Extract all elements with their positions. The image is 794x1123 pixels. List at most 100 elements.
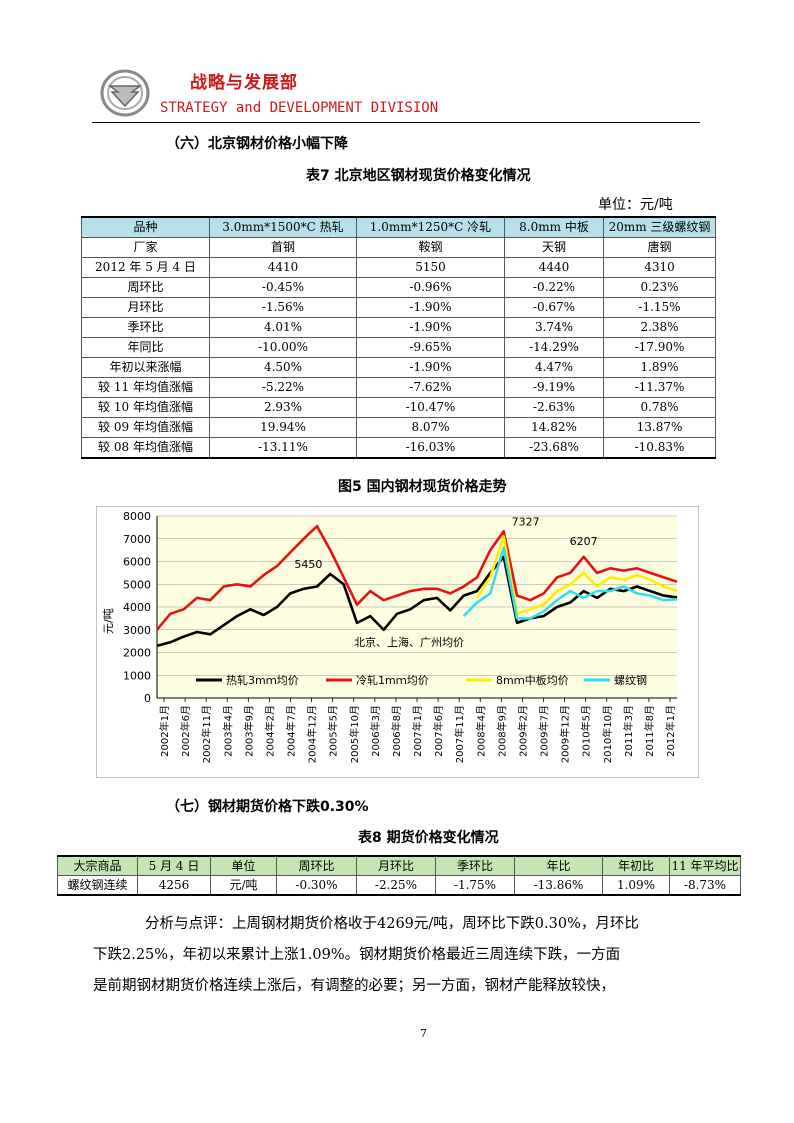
table-cell: -0.67% xyxy=(504,297,604,318)
chart-legend: 热轧3mｍ均价 冷轧1mｍ均价 8mｍ中板均价 螺纹钢 xyxy=(196,673,647,687)
column-header: 周环比 xyxy=(276,855,357,876)
table-cell: 2.38% xyxy=(603,317,716,338)
table-cell: -10.47% xyxy=(356,397,505,418)
table-cell: -1.90% xyxy=(356,297,505,318)
table-cell: 3.74% xyxy=(504,317,604,338)
x-tick-label: 2008年4月 xyxy=(474,705,487,757)
table-cell: 19.94% xyxy=(209,417,357,438)
table-row: 较 10 年均值涨幅 2.93% -10.47% -2.63% 0.78% xyxy=(81,397,716,418)
table-row: 季环比 4.01% -1.90% 3.74% 2.38% xyxy=(81,317,716,338)
table-cell: -8.73% xyxy=(669,875,741,896)
table-cell: 4256 xyxy=(137,875,211,896)
header-divider xyxy=(92,122,700,123)
table-cell: 唐钢 xyxy=(603,237,716,258)
x-tick-label: 2007年1月 xyxy=(411,705,424,757)
column-header: 大宗商品 xyxy=(57,855,138,876)
table-row: 较 08 年均值涨幅 -13.11% -16.03% -23.68% -10.83% xyxy=(81,437,716,459)
table7-header-row: 品种 3.0mm*1500*C 热轧 1.0mm*1250*C 冷轧 8.0mm 中板… xyxy=(81,216,716,238)
table-cell: 较 11 年均值涨幅 xyxy=(81,377,210,398)
table-cell: 0.78% xyxy=(603,397,716,418)
table-row: 年同比 -10.00% -9.65% -14.29% -17.90% xyxy=(81,337,716,358)
table-cell: 2012 年 5 月 4 日 xyxy=(81,257,210,278)
series-line-2 xyxy=(475,535,678,616)
table-cell: 0.23% xyxy=(603,277,716,298)
series-line-3 xyxy=(462,546,678,620)
column-header: 单位 xyxy=(210,855,277,876)
department-name-cn: 战略与发展部 xyxy=(190,73,298,93)
y-tick-label: 7000 xyxy=(123,533,151,546)
column-header: 年比 xyxy=(514,855,603,876)
table-cell: -0.30% xyxy=(276,875,357,896)
table-cell: 天钢 xyxy=(504,237,604,258)
point-label: 7327 xyxy=(512,515,540,528)
table-cell: 螺纹钢连续 xyxy=(57,875,138,896)
x-tick-label: 2009年7月 xyxy=(538,705,551,757)
table-cell: -0.45% xyxy=(209,277,357,298)
point-label: 5450 xyxy=(294,558,322,571)
x-tick-label: 2011年3月 xyxy=(622,705,635,757)
table-row: 月环比 -1.56% -1.90% -0.67% -1.15% xyxy=(81,297,716,318)
table-row: 螺纹钢连续 4256 元/吨 -0.30% -2.25% -1.75% -13.86% 1.0… xyxy=(57,875,741,896)
chart-series-lines xyxy=(156,524,678,647)
x-tick-label: 2012年1月 xyxy=(664,705,677,757)
figure-5-caption: 图5 国内钢材现货价格走势 xyxy=(338,479,507,495)
table-cell: 14.82% xyxy=(504,417,604,438)
table-cell: -5.22% xyxy=(209,377,357,398)
table-7-caption: 表7 北京地区钢材现货价格变化情况 xyxy=(306,168,531,184)
column-header: 季环比 xyxy=(435,855,515,876)
department-name-en: STRATEGY and DEVELOPMENT DIVISION xyxy=(160,100,439,116)
x-tick-label: 2002年11月 xyxy=(200,705,213,763)
table-row: 周环比 -0.45% -0.96% -0.22% 0.23% xyxy=(81,277,716,298)
table-cell: 元/吨 xyxy=(210,875,277,896)
x-tick-label: 2002年1月 xyxy=(158,705,171,757)
legend-label: 冷轧1mｍ均价 xyxy=(356,673,429,687)
table-row: 2012 年 5 月 4 日 4410 5150 4440 4310 xyxy=(81,257,716,278)
x-tick-label: 2004年2月 xyxy=(263,705,276,757)
table-cell: 年同比 xyxy=(81,337,210,358)
table-cell: -1.15% xyxy=(603,297,716,318)
x-tick-label: 2009年12月 xyxy=(559,705,572,763)
section-6-title: （六）北京钢材价格小幅下降 xyxy=(166,136,348,152)
table-cell: -1.90% xyxy=(356,317,505,338)
chart-x-axis: 2002年1月 2002年6月 2002年11月 2003年4月 2003年9月 2004… xyxy=(158,698,677,763)
table-row: 年初以来涨幅 4.50% -1.90% 4.47% 1.89% xyxy=(81,357,716,378)
table-cell: -1.75% xyxy=(435,875,515,896)
y-tick-label: 5000 xyxy=(123,578,151,591)
table-cell: 4410 xyxy=(209,257,357,278)
table-cell: -2.63% xyxy=(504,397,604,418)
legend-label: 螺纹钢 xyxy=(614,673,647,687)
legend-label: 8mｍ中板均价 xyxy=(496,673,569,687)
table-cell: -17.90% xyxy=(603,337,716,358)
table-cell: 季环比 xyxy=(81,317,210,338)
point-label: 4707 xyxy=(379,506,407,509)
table-cell: 1.09% xyxy=(602,875,670,896)
table-cell: -7.62% xyxy=(356,377,505,398)
table-cell: 4310 xyxy=(603,257,716,278)
x-tick-label: 2010年10月 xyxy=(601,705,614,763)
x-tick-label: 2009年2月 xyxy=(516,705,529,757)
x-tick-label: 2002年6月 xyxy=(179,705,192,757)
table-cell: 4.47% xyxy=(504,357,604,378)
table-cell: -0.22% xyxy=(504,277,604,298)
table-cell: -0.96% xyxy=(356,277,505,298)
x-tick-label: 2005年10月 xyxy=(348,705,361,763)
y-tick-label: 2000 xyxy=(123,647,151,660)
table-cell: -1.56% xyxy=(209,297,357,318)
table-cell: 月环比 xyxy=(81,297,210,318)
column-header: 8.0mm 中板 xyxy=(504,216,604,238)
column-header: 20mm 三级螺纹钢 xyxy=(603,216,716,238)
x-tick-label: 2004年12月 xyxy=(306,705,319,763)
y-tick-label: 8000 xyxy=(123,510,151,523)
table-cell: -23.68% xyxy=(504,437,604,459)
column-header: 月环比 xyxy=(356,855,436,876)
x-tick-label: 2006年8月 xyxy=(390,705,403,757)
table-cell: -14.29% xyxy=(504,337,604,358)
table-cell: 厂家 xyxy=(81,237,210,258)
table-cell: -10.00% xyxy=(209,337,357,358)
chart-y-axis-label: 元/吨 xyxy=(102,608,115,634)
section-7-title: （七）钢材期货价格下跌0.30% xyxy=(166,799,369,815)
column-header: 品种 xyxy=(81,216,210,238)
column-header: 年初比 xyxy=(602,855,670,876)
x-tick-label: 2003年4月 xyxy=(221,705,234,757)
table8-header-row: 大宗商品 5 月 4 日单位 周环比 月环比 季环比 年比 年初比 11 年平均比 xyxy=(57,855,741,876)
